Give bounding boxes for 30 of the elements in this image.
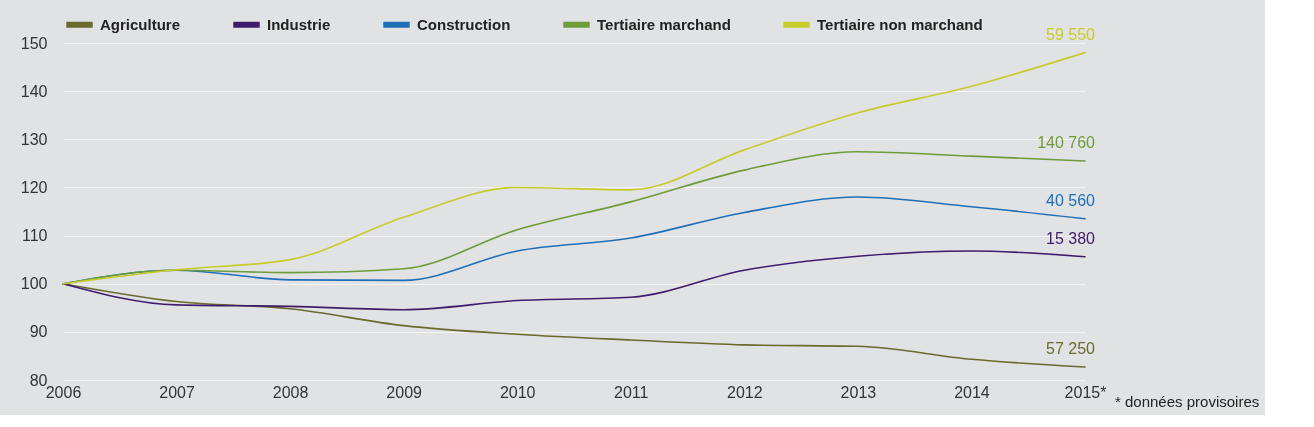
annotation: 140 760 — [1037, 133, 1096, 151]
y-tick-label: 100 — [20, 275, 48, 293]
x-tick-label: 2006 — [45, 383, 82, 401]
x-tick-label: 2008 — [272, 383, 309, 401]
x-tick-label: 2010 — [499, 383, 536, 401]
legend-label: Agriculture — [100, 15, 181, 33]
x-tick-label: 2015* — [1064, 383, 1107, 401]
x-tick-label: 2009 — [386, 383, 423, 401]
x-tick-label: 2011 — [614, 383, 649, 401]
text: * données provisoires — [1115, 393, 1260, 410]
legend-label: Construction — [417, 15, 511, 33]
text: 59 550 — [1046, 25, 1096, 43]
y-tick-label: 150 — [20, 34, 48, 52]
y-tick-label: 90 — [29, 323, 48, 341]
x-tick-label: 2014 — [954, 383, 990, 401]
annotation: 40 560 — [1046, 191, 1096, 209]
y-tick-label: 120 — [20, 178, 48, 196]
x-tick-label: 2012 — [727, 383, 763, 401]
y-tick-label: 140 — [20, 82, 48, 100]
legend-label: Tertiaire marchand — [597, 15, 731, 33]
y-tick-label: 130 — [20, 130, 48, 148]
legend-label: Tertiaire non marchand — [817, 15, 983, 33]
annotation: 15 380 — [1046, 229, 1096, 247]
legend-label: Industrie — [267, 15, 331, 33]
y-tick-label: 80 — [29, 371, 48, 389]
x-tick-label: 2007 — [159, 383, 195, 401]
annotation: 57 250 — [1046, 340, 1096, 357]
line-series — [62, 250, 1086, 311]
x-tick-label: 2013 — [840, 383, 877, 401]
y-tick-label: 110 — [21, 227, 48, 245]
